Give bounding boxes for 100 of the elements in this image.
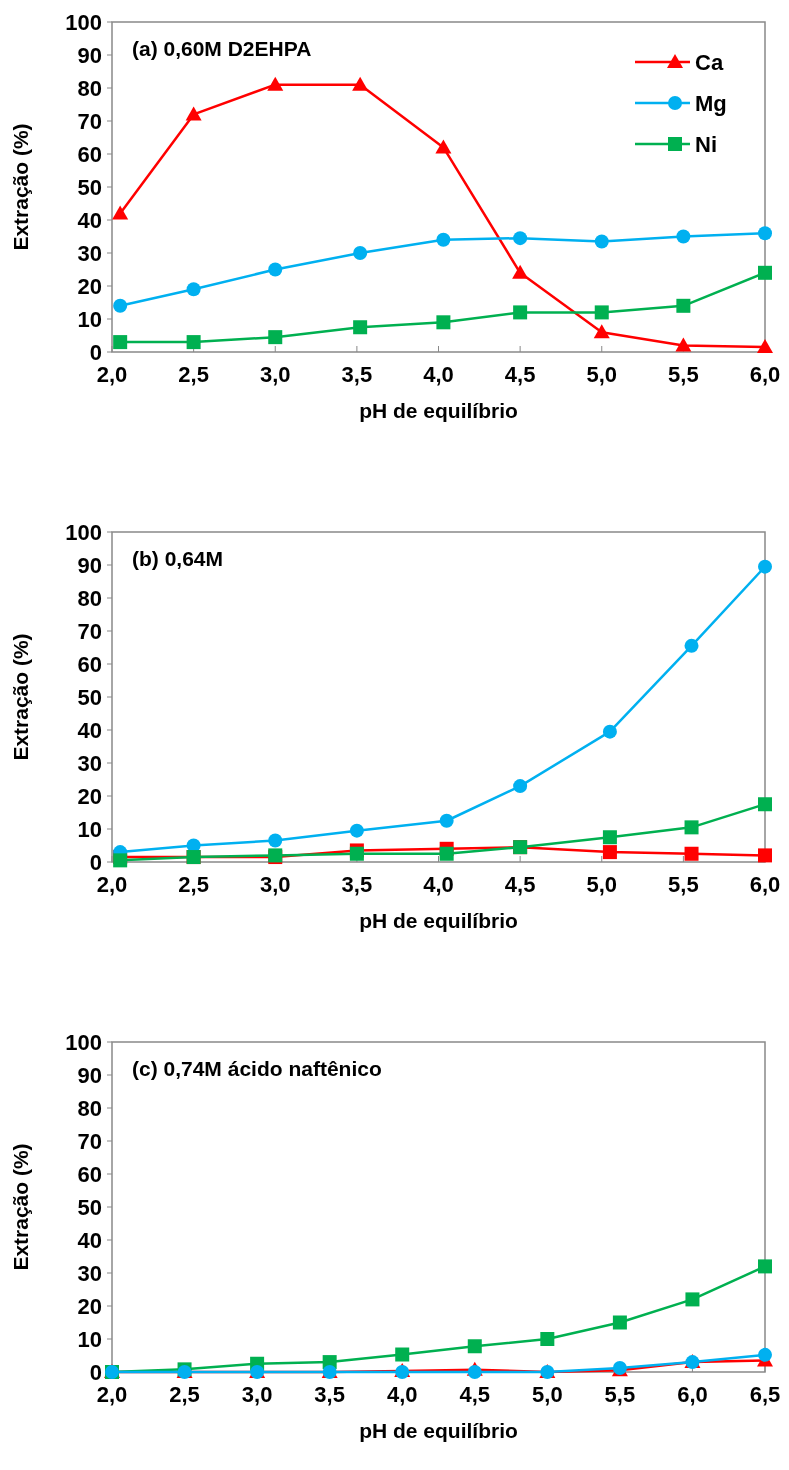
x-tick-label: 6,0 xyxy=(749,872,781,897)
point xyxy=(758,848,772,863)
point xyxy=(758,559,772,574)
point xyxy=(593,324,610,339)
x-tick-label: 5,5 xyxy=(604,1382,636,1407)
point xyxy=(268,833,283,848)
x-tick-label: 6,5 xyxy=(749,1382,781,1407)
point xyxy=(395,1347,410,1362)
x-tick-label: 3,0 xyxy=(259,872,291,897)
y-tick-label: 20 xyxy=(77,273,102,299)
x-tick-label: 6,0 xyxy=(749,362,781,387)
point xyxy=(513,779,528,794)
x-tick-label: 3,5 xyxy=(341,362,373,387)
point xyxy=(112,205,129,220)
y-tick-label: 60 xyxy=(77,651,102,677)
x-axis-title: pH de equilíbrio xyxy=(359,1419,518,1442)
y-tick-label: 90 xyxy=(77,42,102,68)
y-tick-label: 20 xyxy=(77,1293,102,1319)
point xyxy=(594,234,609,249)
point xyxy=(757,339,773,354)
x-tick-label: 2,0 xyxy=(96,362,128,387)
y-tick-label: 80 xyxy=(77,585,102,611)
y-tick-label: 50 xyxy=(77,174,102,200)
x-tick-label: 3,5 xyxy=(341,872,373,897)
point xyxy=(186,335,201,350)
x-tick-label: 4,5 xyxy=(504,362,536,387)
point xyxy=(675,337,692,352)
point xyxy=(353,246,368,260)
y-tick-label: 10 xyxy=(77,1326,102,1352)
y-tick-label: 30 xyxy=(77,1260,102,1286)
x-tick-label: 2,5 xyxy=(178,872,209,897)
y-tick-label: 100 xyxy=(65,519,102,545)
point xyxy=(185,106,202,121)
point xyxy=(513,305,528,320)
x-tick-label: 2,0 xyxy=(96,1382,128,1407)
point xyxy=(512,264,529,279)
point xyxy=(594,305,609,320)
x-tick-label: 4,5 xyxy=(504,872,536,897)
x-axis-title: pH de equilíbrio xyxy=(359,909,518,932)
y-tick-label: 10 xyxy=(77,306,102,332)
x-tick-label: 2,5 xyxy=(178,362,209,387)
y-tick-label: 0 xyxy=(89,1359,102,1385)
y-tick-label: 30 xyxy=(77,750,102,776)
y-tick-label: 50 xyxy=(77,1194,102,1220)
point xyxy=(467,1365,482,1379)
y-tick-label: 40 xyxy=(77,717,102,743)
point xyxy=(758,797,772,812)
x-tick-label: 5,5 xyxy=(668,872,699,897)
x-tick-label: 3,0 xyxy=(241,1382,273,1407)
y-tick-label: 80 xyxy=(77,1095,102,1121)
x-tick-label: 4,0 xyxy=(386,1382,418,1407)
x-axis-title: pH de equilíbrio xyxy=(359,399,518,422)
x-tick-label: 2,5 xyxy=(169,1382,200,1407)
legend-label: Ni xyxy=(695,131,717,157)
y-axis-title: Extração (%) xyxy=(9,123,32,251)
point xyxy=(758,1347,772,1362)
point xyxy=(436,232,451,247)
y-tick-label: 0 xyxy=(89,339,102,365)
x-tick-label: 4,5 xyxy=(459,1382,491,1407)
point xyxy=(113,298,128,313)
point xyxy=(602,830,617,845)
y-tick-label: 0 xyxy=(89,849,102,875)
x-tick-label: 4,0 xyxy=(423,872,454,897)
point xyxy=(186,282,201,297)
y-tick-label: 10 xyxy=(77,816,102,842)
y-tick-label: 100 xyxy=(65,1029,102,1055)
point xyxy=(353,320,368,335)
y-tick-label: 70 xyxy=(77,618,102,644)
y-tick-label: 70 xyxy=(77,108,102,134)
point xyxy=(676,298,691,313)
y-tick-label: 30 xyxy=(77,240,102,266)
point xyxy=(758,265,772,280)
point xyxy=(267,76,284,91)
x-tick-label: 4,0 xyxy=(423,362,454,387)
y-tick-label: 90 xyxy=(77,552,102,578)
x-tick-label: 5,0 xyxy=(586,872,618,897)
point xyxy=(685,1292,700,1307)
x-tick-label: 2,0 xyxy=(96,872,128,897)
legend-label: Ca xyxy=(695,49,724,75)
point xyxy=(268,262,283,277)
y-tick-label: 60 xyxy=(77,141,102,167)
point xyxy=(602,845,617,860)
y-tick-label: 90 xyxy=(77,1062,102,1088)
y-axis-title: Extração (%) xyxy=(9,633,32,761)
x-tick-label: 5,0 xyxy=(532,1382,563,1407)
point xyxy=(676,229,691,244)
x-tick-label: 6,0 xyxy=(677,1382,708,1407)
point xyxy=(349,823,364,838)
y-tick-label: 20 xyxy=(77,783,102,809)
point xyxy=(758,1259,772,1274)
y-tick-label: 40 xyxy=(77,1227,102,1253)
y-axis-title: Extração (%) xyxy=(9,1143,32,1271)
text: (b) 0,64M xyxy=(132,547,224,570)
y-tick-label: 70 xyxy=(77,1128,102,1154)
y-tick-label: 60 xyxy=(77,1161,102,1187)
point xyxy=(612,1315,627,1330)
point xyxy=(268,330,283,345)
point xyxy=(684,820,699,835)
text: (c) 0,74M ácido naftênico xyxy=(132,1057,382,1080)
point xyxy=(436,315,451,330)
